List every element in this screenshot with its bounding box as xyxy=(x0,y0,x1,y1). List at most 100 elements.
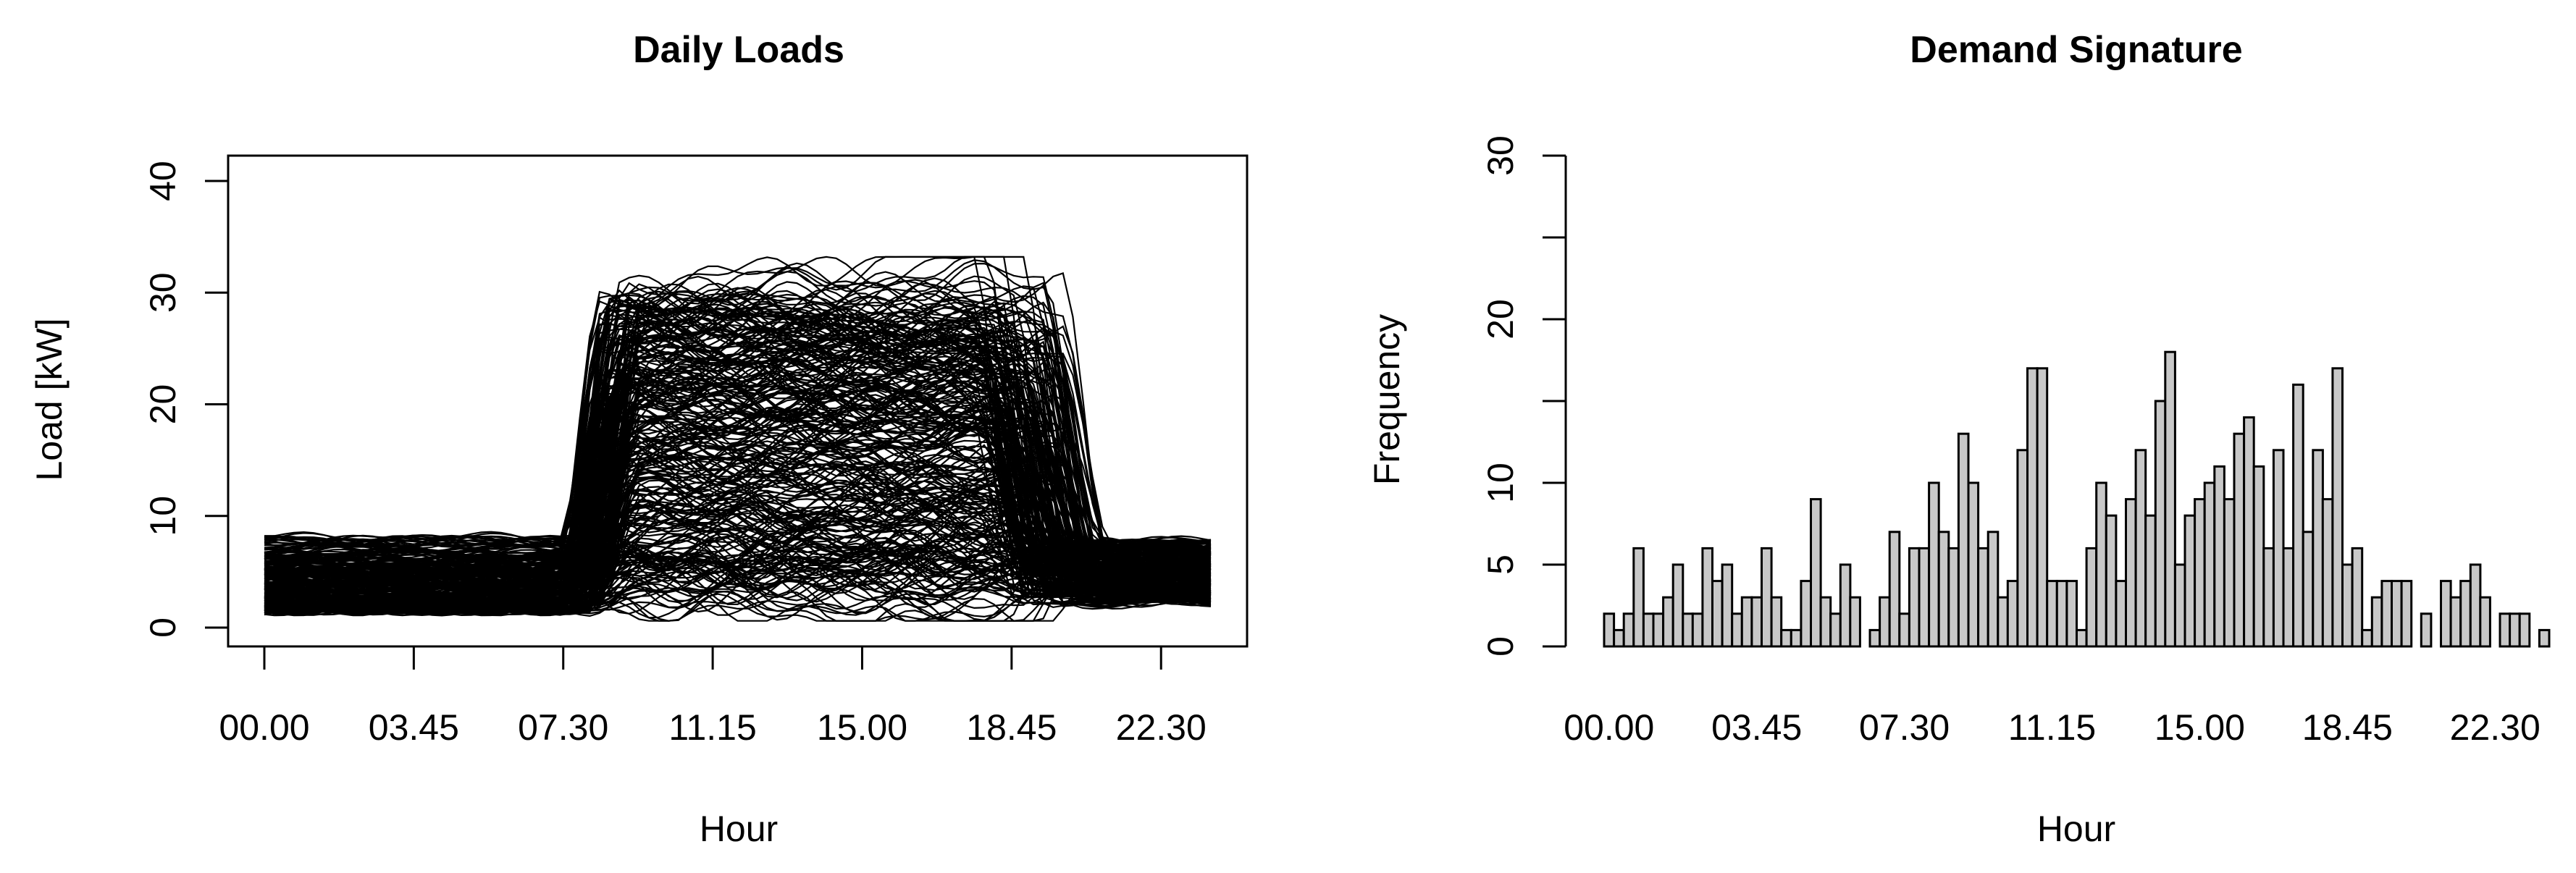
histogram-bar xyxy=(2400,580,2413,648)
histogram-bar xyxy=(2282,547,2295,648)
load-curve xyxy=(264,485,1212,609)
histogram-bar xyxy=(2173,563,2186,648)
histogram-bar xyxy=(1879,596,1891,648)
x-tick-label: 11.15 xyxy=(2008,707,2096,748)
y-tick-label: 20 xyxy=(1480,299,1521,340)
histogram-bar xyxy=(1603,612,1616,648)
load-curve xyxy=(264,380,1212,574)
x-tick-label: 11.15 xyxy=(668,707,756,748)
histogram-bar xyxy=(1750,596,1763,648)
histogram-bar xyxy=(1888,531,1901,648)
load-curve xyxy=(264,345,1212,603)
histogram-bar xyxy=(1928,481,1940,648)
histogram-bar xyxy=(1898,612,1910,648)
load-curve xyxy=(264,271,1212,610)
histogram-bar xyxy=(2370,596,2383,648)
x-tick-label: 22.30 xyxy=(2450,707,2541,748)
histogram-bar xyxy=(2272,449,2285,648)
histogram-bar xyxy=(2479,596,2491,648)
histogram-bar xyxy=(2262,547,2275,648)
y-tick-label: 0 xyxy=(1480,636,1521,657)
x-tick-label: 00.00 xyxy=(1564,707,1654,748)
histogram-bar xyxy=(2006,580,2019,648)
load-curve xyxy=(264,322,1212,594)
demand-signature-xlabel: Hour xyxy=(2037,809,2115,849)
daily-loads-title: Daily Loads xyxy=(633,29,844,71)
histogram-bar xyxy=(2144,514,2157,648)
daily-loads-panel: Daily Loads Hour Load [kW] 0 10 20 30 40 00.… xyxy=(29,29,1249,849)
histogram-bar xyxy=(2321,498,2334,648)
histogram-bar xyxy=(1780,628,1792,648)
x-tick-label: 18.45 xyxy=(2302,707,2393,748)
histogram-bar xyxy=(1839,563,1852,648)
histogram-bar xyxy=(1701,547,1713,648)
histogram-bar xyxy=(1849,596,1861,648)
load-curve xyxy=(264,259,1212,571)
histogram-bar xyxy=(1868,628,1881,648)
load-curve xyxy=(264,533,1212,603)
histogram-bar xyxy=(1632,547,1645,648)
y-tick-label: 10 xyxy=(143,496,183,536)
histogram-bar xyxy=(2055,580,2068,648)
histogram-bar xyxy=(1790,628,1803,648)
demand-signature-ylabel: Frequency xyxy=(1367,314,1407,485)
histogram-bar xyxy=(1908,547,1921,648)
y-tick-label: 30 xyxy=(1480,135,1521,176)
histogram-bar xyxy=(2518,612,2531,648)
load-curve xyxy=(264,397,1212,590)
demand-signature-y-axis: 0 5 10 20 30 xyxy=(1480,135,1567,657)
load-curve xyxy=(264,394,1212,613)
histogram-bar xyxy=(2164,350,2176,648)
load-curve xyxy=(264,391,1212,598)
histogram-bar xyxy=(2095,481,2107,648)
histogram-bar xyxy=(2233,432,2246,648)
x-tick-label: 15.00 xyxy=(817,707,907,748)
histogram-bar xyxy=(2302,531,2315,648)
histogram-bar xyxy=(1937,531,1950,648)
demand-signature-title: Demand Signature xyxy=(1910,29,2242,71)
y-tick-label: 30 xyxy=(143,272,183,313)
histogram-bar xyxy=(2420,612,2433,648)
load-curve xyxy=(264,404,1212,602)
histogram-bar xyxy=(1819,596,1832,648)
histogram-bar xyxy=(2134,449,2147,648)
load-curve xyxy=(264,331,1212,607)
histogram-bar xyxy=(1770,596,1783,648)
daily-loads-x-axis: 00.00 03.45 07.30 11.15 15.00 18.45 22.30 xyxy=(219,646,1207,748)
histogram-bar xyxy=(2351,547,2364,648)
histogram-bar xyxy=(1947,547,1960,648)
load-curve xyxy=(264,299,1212,615)
histogram-bar xyxy=(1671,563,1685,648)
histogram-bar xyxy=(1967,481,1980,648)
histogram-bar xyxy=(2469,563,2482,648)
load-curve xyxy=(264,403,1212,605)
y-tick-label: 40 xyxy=(143,161,183,201)
load-curve xyxy=(264,387,1212,598)
histogram-bar xyxy=(2331,367,2344,648)
histogram-bar xyxy=(1613,628,1625,648)
histogram-bar xyxy=(1977,547,1989,648)
x-tick-label: 03.45 xyxy=(369,707,459,748)
histogram-bar xyxy=(2252,465,2265,648)
load-curve xyxy=(264,523,1212,598)
histogram-bar xyxy=(1997,596,2009,648)
histogram-bar xyxy=(1721,563,1734,648)
histogram-bar xyxy=(1918,547,1931,648)
histogram-bar xyxy=(1740,596,1753,648)
histogram-bar xyxy=(1642,612,1655,648)
histogram-bar xyxy=(2105,514,2118,648)
x-tick-label: 07.30 xyxy=(1859,707,1950,748)
y-tick-label: 0 xyxy=(143,617,183,638)
histogram-bar xyxy=(2115,580,2127,648)
x-tick-label: 22.30 xyxy=(1116,707,1207,748)
histogram-bar xyxy=(2243,416,2255,648)
histogram-bar xyxy=(2391,580,2403,648)
y-tick-label: 10 xyxy=(1480,463,1521,503)
histogram-bar xyxy=(2026,367,2039,648)
histogram-bar xyxy=(2223,498,2236,648)
load-curve xyxy=(264,372,1212,599)
y-tick-label: 5 xyxy=(1480,554,1521,575)
histogram-bar xyxy=(2213,465,2225,648)
histogram-bar xyxy=(2125,498,2137,648)
